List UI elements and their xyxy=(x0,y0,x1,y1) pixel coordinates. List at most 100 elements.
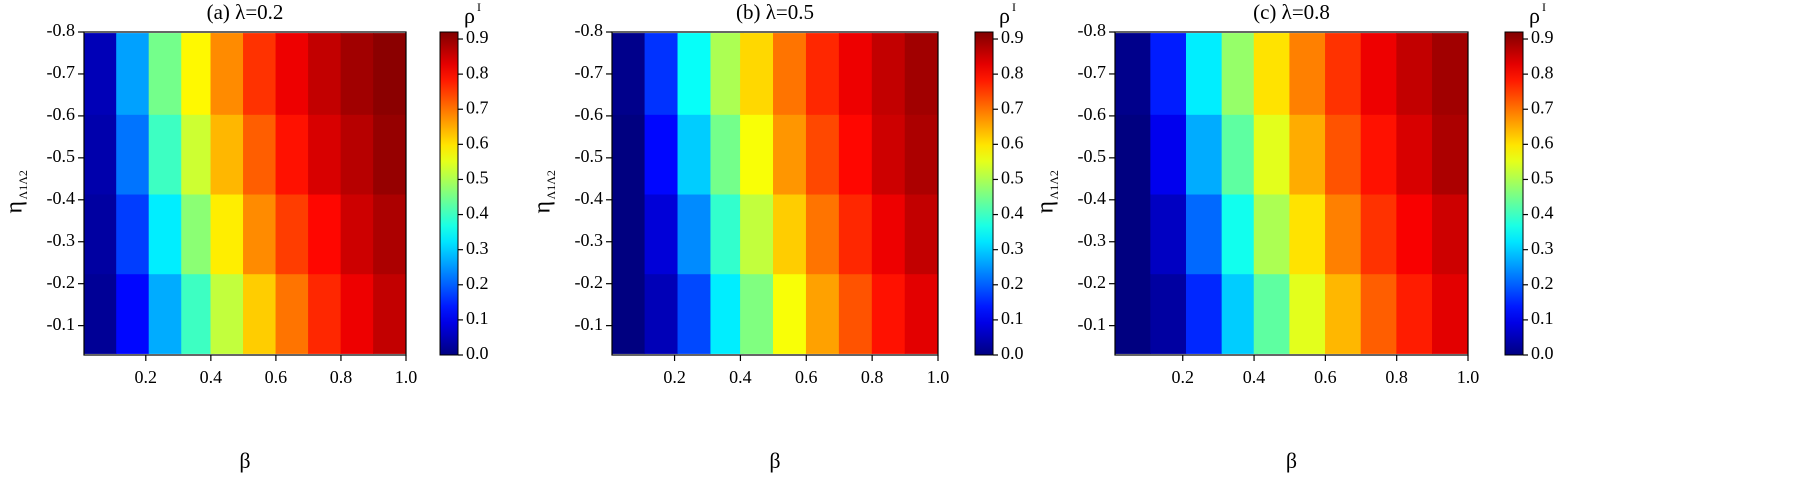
heat-cell xyxy=(84,112,117,195)
x-tick-label: 0.6 xyxy=(265,367,288,387)
heat-cell xyxy=(181,33,215,115)
y-tick-label: -0.8 xyxy=(1078,20,1107,40)
heat-cell xyxy=(116,112,150,195)
heat-cell xyxy=(84,33,117,115)
heat-cell xyxy=(644,112,679,195)
colorbar-tick-label: 0.7 xyxy=(1531,97,1554,117)
plot-frame xyxy=(83,31,407,356)
heat-cell xyxy=(340,192,374,275)
heat-cell xyxy=(116,192,150,275)
y-tick-label: -0.5 xyxy=(575,146,604,166)
heat-cell xyxy=(181,192,215,275)
heat-cell xyxy=(181,272,215,354)
y-tick-label: -0.6 xyxy=(1078,104,1107,124)
heat-cell xyxy=(243,112,277,195)
colorbar-tick-label: 0.9 xyxy=(1001,27,1024,47)
colorbar-tick-label: 0.7 xyxy=(466,97,489,117)
heat-cell xyxy=(1185,192,1223,275)
heat-cell xyxy=(340,112,374,195)
chart-title: (a) λ=0.2 xyxy=(207,0,284,24)
colorbar-tick-label: 0.5 xyxy=(466,168,489,188)
heat-cell xyxy=(1289,272,1326,354)
y-tick-label: -0.4 xyxy=(47,188,76,208)
heat-cell xyxy=(1360,192,1398,275)
heat-cell xyxy=(1185,272,1223,354)
heat-cell xyxy=(1396,192,1433,275)
heat-cell xyxy=(805,272,840,354)
colorbar-tick-label: 0.5 xyxy=(1531,168,1554,188)
heat-cell xyxy=(773,112,807,195)
heat-cell xyxy=(773,272,807,354)
x-tick-label: 0.4 xyxy=(200,367,223,387)
colorbar xyxy=(974,31,994,356)
heat-cell xyxy=(904,192,938,275)
x-tick-label: 0.2 xyxy=(1171,367,1194,387)
heat-cell xyxy=(904,112,938,195)
y-label-sub: Λ1Λ2 xyxy=(16,170,30,199)
x-axis-label: β xyxy=(1286,448,1297,473)
heat-cell xyxy=(644,272,679,354)
colorbar-tick-label: 0.3 xyxy=(1531,238,1554,258)
heat-cell xyxy=(871,192,906,275)
heat-cell xyxy=(1221,272,1258,354)
heat-cell xyxy=(243,192,277,275)
colorbar-tick-label: 0.1 xyxy=(1001,308,1024,328)
y-axis-label: η Λ1Λ2 xyxy=(530,170,558,213)
y-tick-label: -0.7 xyxy=(575,62,604,82)
heat-cell xyxy=(148,272,182,354)
heat-cell xyxy=(904,272,938,354)
heat-cell xyxy=(148,112,182,195)
heat-cell xyxy=(84,192,117,275)
y-label-main: η xyxy=(530,201,556,214)
colorbar-label: ρ xyxy=(464,3,475,28)
heat-cell xyxy=(871,33,906,115)
heat-cell xyxy=(710,112,745,195)
colorbar-tick-label: 0.2 xyxy=(1531,273,1554,293)
chart-title: (c) λ=0.8 xyxy=(1253,0,1330,24)
colorbar-tick-label: 0.8 xyxy=(1001,62,1024,82)
y-tick-label: -0.5 xyxy=(47,146,76,166)
colorbar-tick-label: 0.7 xyxy=(1001,97,1024,117)
heat-cell xyxy=(677,33,712,115)
colorbar-tick-label: 0.6 xyxy=(1531,132,1554,152)
x-tick-label: 1.0 xyxy=(395,367,418,387)
heat-cell xyxy=(1360,33,1398,115)
heat-cell xyxy=(275,272,309,354)
colorbar-tick-label: 0.8 xyxy=(1531,62,1554,82)
heat-cell xyxy=(740,33,774,115)
heat-cell xyxy=(373,272,406,354)
heat-cell xyxy=(1396,112,1433,195)
heat-cell xyxy=(710,192,745,275)
heat-cell xyxy=(644,33,679,115)
y-label-sub: Λ1Λ2 xyxy=(544,170,558,199)
y-tick-label: -0.7 xyxy=(1078,62,1107,82)
heat-cell xyxy=(677,272,712,354)
y-label-main: η xyxy=(1033,201,1059,214)
heat-cell xyxy=(1115,33,1151,115)
x-tick-label: 0.4 xyxy=(1243,367,1266,387)
heat-cell xyxy=(838,112,873,195)
heat-cell xyxy=(1289,112,1326,195)
heat-cell xyxy=(612,272,646,354)
heat-cell xyxy=(1360,272,1398,354)
heat-cell xyxy=(1432,192,1468,275)
colorbar xyxy=(439,31,459,356)
y-tick-label: -0.3 xyxy=(575,230,604,250)
heat-cell xyxy=(740,272,774,354)
heat-cell xyxy=(1253,272,1291,354)
colorbar-tick-label: 0.2 xyxy=(1001,273,1024,293)
plot-frame xyxy=(1114,31,1469,356)
heat-cell xyxy=(1396,33,1433,115)
heat-cell xyxy=(308,272,342,354)
x-tick-label: 1.0 xyxy=(1457,367,1480,387)
heat-cell xyxy=(1396,272,1433,354)
y-tick-label: -0.1 xyxy=(47,314,76,334)
colorbar-tick-label: 0.3 xyxy=(466,238,489,258)
heat-cell xyxy=(84,272,117,354)
heat-cell xyxy=(612,192,646,275)
y-axis-label: η Λ1Λ2 xyxy=(1033,170,1061,213)
heat-cell xyxy=(1325,112,1362,195)
heat-cell xyxy=(373,112,406,195)
heat-cell xyxy=(677,192,712,275)
